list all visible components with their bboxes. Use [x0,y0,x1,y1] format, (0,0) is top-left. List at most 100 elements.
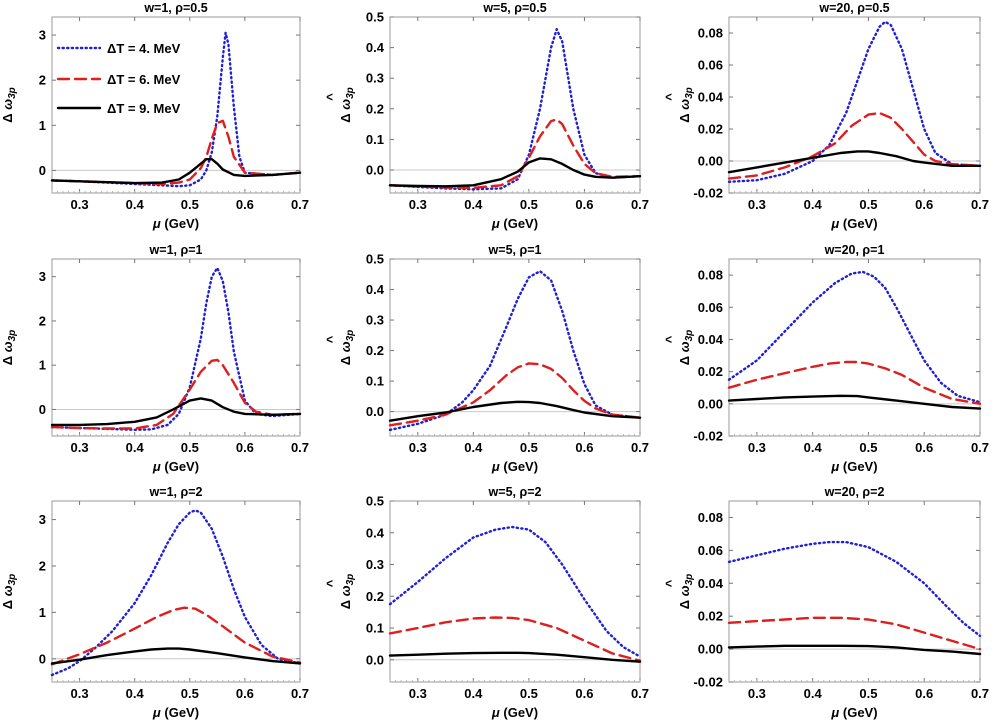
x-tick-label: 0.7 [631,440,649,455]
y-tick-label: 1 [39,605,46,620]
y-tick-label: 3 [39,28,46,43]
y-tick-label: 0.04 [698,576,724,591]
series-line [388,270,642,432]
y-tick-label: 0.08 [698,268,723,283]
y-tick-label: 0.06 [698,58,723,73]
series-line [388,651,642,663]
plot-frame [51,500,301,683]
x-tick-label: 0.3 [71,197,89,212]
x-tick-label: 0.3 [748,197,766,212]
series-line [727,111,982,180]
plot-title: w=1, ρ=2 [149,485,203,499]
subplot: 0.3 0.4 0.5 0.6 0.7 -0.02 0.00 0.02 0.04 0.06 0.08… [663,243,989,474]
x-tick-label: 0.5 [859,197,877,212]
x-axis-label: μ (GeV) [491,216,538,231]
x-tick-label: 0.7 [291,440,309,455]
y-tick-label: 0.08 [698,26,723,41]
y-tick-label: 0.02 [698,609,723,624]
x-tick-label: 0.6 [575,197,593,212]
x-axis-label: μ (GeV) [830,459,877,474]
y-axis-label: Δ ω3p [0,574,18,610]
y-axis-label: Δ ω3p [677,330,695,366]
y-tick-label: 0.02 [698,364,723,379]
plot-frame [728,258,981,437]
plot-title: w=5, ρ=0.5 [482,1,546,15]
series-line [50,266,302,431]
x-axis-label: μ (GeV) [152,459,199,474]
y-tick-label: 0.3 [366,557,384,572]
y-tick-label: 1 [39,118,46,133]
x-tick-label: 0.7 [631,686,649,701]
hat-accent: ^ [324,579,339,587]
x-tick-label: 0.4 [464,440,483,455]
plot-frame [728,500,981,683]
subplot: 0.3 0.4 0.5 0.6 0.7 0 1 2 3 w=1, ρ=2 μ (GeV) Δ ω3p^ [0,485,309,720]
y-tick-label: -0.02 [693,429,723,444]
y-tick-label: 0.08 [698,510,723,525]
legend: ΔT = 4. MeV ΔT = 6. MeV ΔT = 9. MeV [56,41,181,116]
y-tick-label: 0.3 [366,313,384,328]
y-tick-label: -0.02 [693,675,723,690]
subplot: 0.3 0.4 0.5 0.6 0.7 -0.02 0.00 0.02 0.04 0.06 0.08… [663,485,989,720]
plot-title: w=20, ρ=1 [824,243,885,257]
hat-accent: ^ [663,93,678,101]
series-line [727,20,982,184]
y-tick-label: 3 [39,512,46,527]
y-axis-label: Δ ω3p [338,330,356,366]
y-tick-label: 1 [39,358,46,373]
y-tick-label: 0.1 [366,132,384,147]
y-axis-label: Δ ω3p [338,574,356,610]
x-tick-label: 0.7 [971,197,989,212]
x-tick-label: 0.3 [748,686,766,701]
series-line [388,525,642,658]
y-tick-label: 0.1 [366,374,384,389]
series-line [50,358,302,430]
y-tick-label: 0 [39,402,46,417]
y-tick-label: 0.0 [366,163,384,178]
x-tick-label: 0.7 [971,686,989,701]
x-tick-label: 0.5 [181,197,199,212]
y-tick-label: 0.00 [698,154,723,169]
x-tick-label: 0.5 [520,197,538,212]
plot-title: w=5, ρ=2 [488,485,542,499]
series-line [727,540,982,638]
x-tick-label: 0.6 [575,686,593,701]
series-line [727,270,982,404]
y-tick-label: 0.3 [366,71,384,86]
y-tick-label: 0.02 [698,122,723,137]
y-tick-label: 0.5 [366,494,384,509]
series-line [727,616,982,651]
plot-frame [389,16,641,194]
x-tick-label: 0.4 [126,686,145,701]
x-tick-label: 0.4 [126,197,145,212]
plot-frame [728,16,981,194]
subplot: 0.3 0.4 0.5 0.6 0.7 0 1 2 3 w=1, ρ=1 μ (GeV) Δ ω3p^ [0,243,309,474]
x-tick-label: 0.3 [71,686,89,701]
hat-accent: ^ [663,335,678,343]
x-tick-label: 0.4 [804,197,823,212]
y-tick-label: 0.4 [366,40,385,55]
y-tick-label: 2 [39,313,46,328]
hat-accent: ^ [0,579,1,587]
hat-accent: ^ [0,93,1,101]
series-line [727,394,982,410]
x-tick-label: 0.5 [181,686,199,701]
x-tick-label: 0.5 [520,686,538,701]
y-tick-label: 0.5 [366,252,384,267]
series-line [388,118,642,190]
x-tick-label: 0.5 [859,440,877,455]
x-tick-label: 0.7 [631,197,649,212]
x-tick-label: 0.4 [804,686,823,701]
x-tick-label: 0.6 [915,440,933,455]
subplot: 0.3 0.4 0.5 0.6 0.7 -0.02 0.00 0.02 0.04 0.06 0.08… [663,1,989,231]
y-axis-label: Δ ω3p [0,87,18,123]
y-tick-label: 0 [39,163,46,178]
x-tick-label: 0.7 [291,197,309,212]
y-tick-label: 0.1 [366,621,384,636]
y-tick-label: 0.06 [698,543,723,558]
y-tick-label: 0.04 [698,332,724,347]
hat-accent: ^ [0,335,1,343]
y-tick-label: -0.02 [693,186,723,201]
series-line [727,360,982,405]
plot-title: w=20, ρ=0.5 [818,1,889,15]
